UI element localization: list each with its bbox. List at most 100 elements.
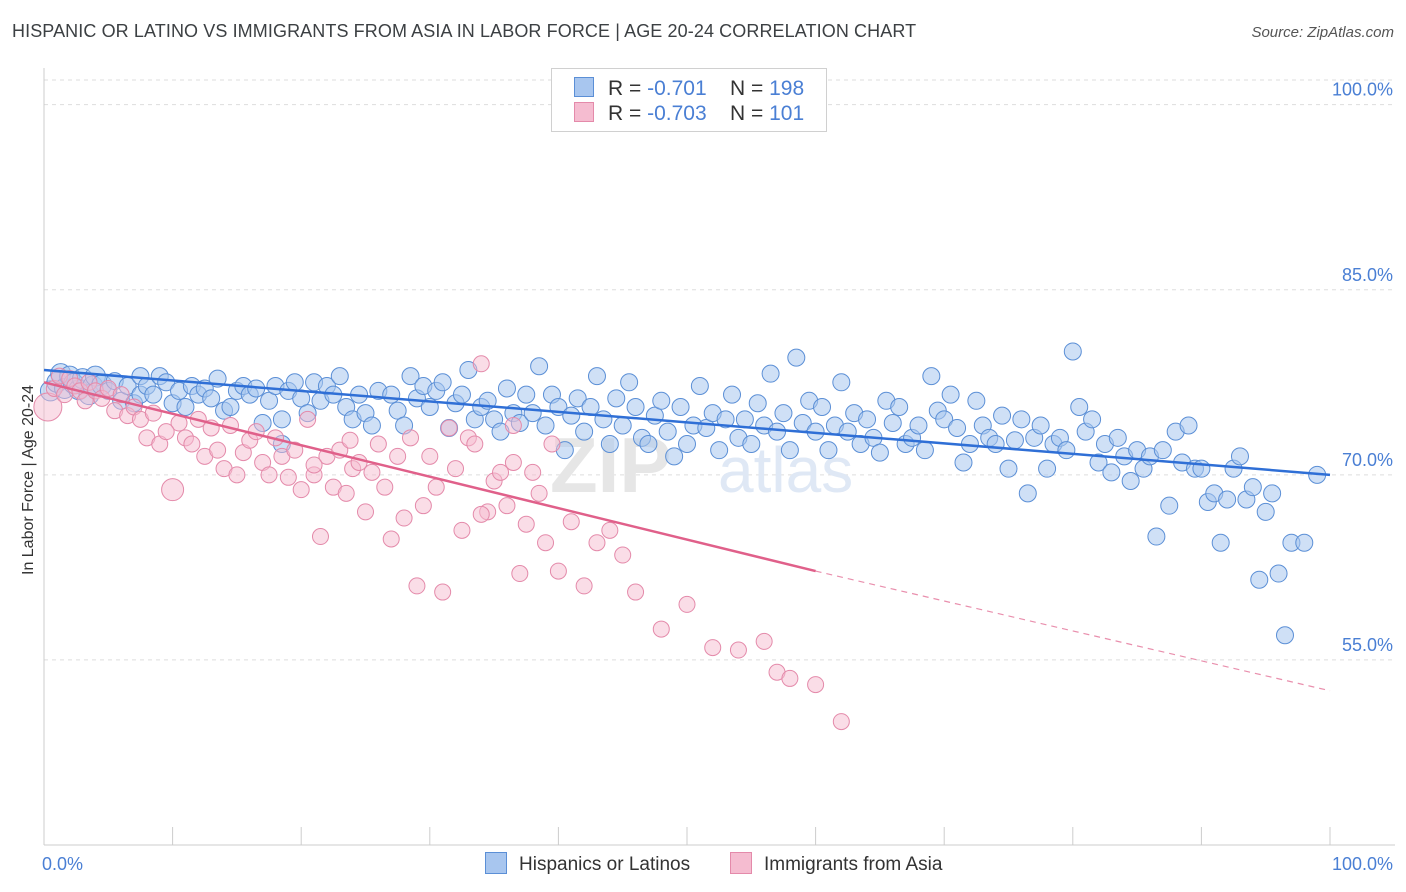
watermark-zip: ZIP (550, 421, 671, 509)
data-point-hispanics-or-latinos (1211, 533, 1230, 552)
legend-n-label: N = (730, 102, 764, 125)
data-point-hispanics-or-latinos (671, 397, 690, 416)
data-point-hispanics-or-latinos (735, 410, 754, 429)
trend-line-hispanics (43, 368, 1331, 477)
data-point-hispanics-or-latinos (157, 373, 176, 392)
data-point-immigrants-from-asia (755, 632, 773, 650)
data-point-immigrants-from-asia (524, 463, 542, 481)
data-point-immigrants-from-asia (414, 497, 432, 515)
data-point-immigrants-from-asia (472, 505, 490, 523)
source-label: Source: ZipAtlas.com (1251, 24, 1394, 41)
data-point-hispanics-or-latinos (710, 441, 729, 460)
legend-row-hispanics: R = -0.701 N = 198 (574, 77, 804, 101)
data-point-immigrants-from-asia (492, 463, 510, 481)
data-point-hispanics-or-latinos (639, 434, 658, 453)
y-tick-label: 70.0% (1342, 450, 1393, 470)
data-point-immigrants-from-asia (614, 546, 632, 564)
data-point-hispanics-or-latinos (1243, 478, 1262, 497)
data-point-immigrants-from-asia (562, 513, 580, 531)
data-point-immigrants-from-asia (434, 583, 452, 601)
data-point-immigrants-from-asia (337, 484, 355, 502)
data-point-immigrants-from-asia (601, 521, 619, 539)
data-point-hispanics-or-latinos (202, 389, 221, 408)
bottom-legend-swatch-pink (730, 852, 752, 874)
data-point-immigrants-from-asia (832, 713, 850, 731)
data-point-immigrants-from-asia (408, 577, 426, 595)
data-point-hispanics-or-latinos (761, 364, 780, 383)
data-point-hispanics-or-latinos (838, 422, 857, 441)
data-point-hispanics-or-latinos (1005, 431, 1024, 450)
data-point-hispanics-or-latinos (607, 389, 626, 408)
series-hispanics-or-latinos (39, 342, 1327, 645)
axes (43, 68, 1395, 846)
data-point-immigrants-from-asia (305, 456, 323, 474)
data-point-immigrants-from-asia (286, 441, 304, 459)
data-point-hispanics-or-latinos (986, 434, 1005, 453)
y-tick-label: 100.0% (1332, 80, 1393, 100)
data-point-hispanics-or-latinos (890, 397, 909, 416)
data-point-immigrants-from-asia (530, 484, 548, 502)
data-point-hispanics-or-latinos (330, 367, 349, 386)
data-point-hispanics-or-latinos (433, 373, 452, 392)
data-point-hispanics-or-latinos (780, 441, 799, 460)
data-point-immigrants-from-asia (299, 410, 317, 428)
legend-n-value: 101 (769, 102, 805, 125)
data-point-hispanics-or-latinos (1031, 416, 1050, 435)
data-point-hispanics-or-latinos (915, 441, 934, 460)
data-point-immigrants-from-asia (537, 534, 555, 552)
data-point-immigrants-from-asia (228, 466, 246, 484)
x-tick-label-max: 100.0% (1332, 854, 1393, 874)
data-point-hispanics-or-latinos (922, 367, 941, 386)
data-point-immigrants-from-asia (466, 435, 484, 453)
data-point-immigrants-from-asia (511, 565, 529, 583)
data-point-hispanics-or-latinos (452, 385, 471, 404)
data-point-hispanics-or-latinos (1179, 416, 1198, 435)
data-point-hispanics-or-latinos (1089, 453, 1108, 472)
bottom-legend-swatch-blue (485, 852, 507, 874)
legend-row-asia: R = -0.703 N = 101 (574, 102, 804, 126)
data-point-hispanics-or-latinos (832, 373, 851, 392)
data-point-immigrants-from-asia (161, 478, 185, 502)
correlation-legend: R = -0.701 N = 198 R = -0.703 N = 101 (551, 68, 827, 132)
trend-line-asia-extension (815, 570, 1331, 692)
data-point-hispanics-or-latinos (401, 367, 420, 386)
data-point-hispanics-or-latinos (665, 447, 684, 466)
data-point-hispanics-or-latinos (967, 391, 986, 410)
legend-n-value: 198 (769, 77, 805, 100)
legend-r-value: -0.703 (647, 102, 707, 125)
data-point-immigrants-from-asia (260, 466, 278, 484)
data-point-immigrants-from-asia (549, 562, 567, 580)
data-point-hispanics-or-latinos (954, 453, 973, 472)
data-point-immigrants-from-asia (157, 423, 175, 441)
data-point-hispanics-or-latinos (1218, 490, 1237, 509)
data-point-hispanics-or-latinos (1121, 472, 1140, 491)
data-point-hispanics-or-latinos (388, 401, 407, 420)
series-immigrants-from-asia (33, 355, 850, 731)
data-point-hispanics-or-latinos (1063, 342, 1082, 361)
data-point-hispanics-or-latinos (690, 377, 709, 395)
data-point-immigrants-from-asia (395, 509, 413, 527)
data-point-hispanics-or-latinos (1153, 441, 1172, 460)
data-point-hispanics-or-latinos (742, 434, 761, 453)
grid-lines (44, 79, 1395, 661)
data-point-hispanics-or-latinos (1275, 626, 1294, 645)
data-point-hispanics-or-latinos (768, 422, 787, 441)
data-point-immigrants-from-asia (376, 478, 394, 496)
data-point-hispanics-or-latinos (1160, 496, 1179, 515)
data-point-immigrants-from-asia (311, 528, 329, 546)
data-point-immigrants-from-asia (504, 416, 522, 434)
data-point-hispanics-or-latinos (144, 385, 163, 404)
data-point-hispanics-or-latinos (562, 406, 581, 425)
data-point-immigrants-from-asia (389, 447, 407, 465)
data-point-hispanics-or-latinos (909, 416, 928, 435)
data-point-hispanics-or-latinos (575, 422, 594, 441)
data-point-immigrants-from-asia (209, 441, 227, 459)
data-point-immigrants-from-asia (427, 478, 445, 496)
data-point-immigrants-from-asia (729, 641, 747, 659)
data-point-hispanics-or-latinos (858, 410, 877, 429)
data-point-hispanics-or-latinos (787, 348, 806, 367)
data-point-immigrants-from-asia (447, 460, 465, 478)
data-point-hispanics-or-latinos (221, 397, 240, 416)
data-point-hispanics-or-latinos (1070, 397, 1089, 416)
